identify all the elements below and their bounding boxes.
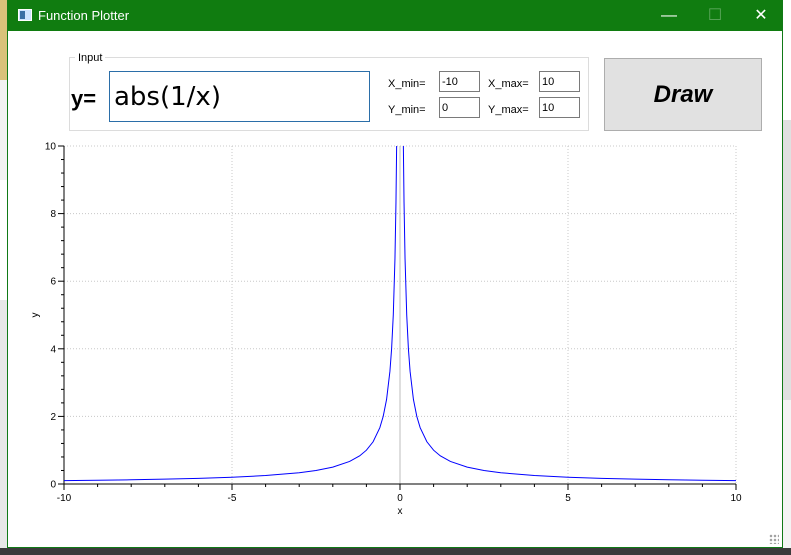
x-max-label: X_max= — [488, 78, 529, 90]
curve-branch-2 — [402, 145, 737, 482]
function-input[interactable] — [109, 71, 370, 122]
x-tick-label: -5 — [228, 493, 237, 504]
input-group-title: Input — [75, 52, 106, 64]
y-tick-label: 10 — [45, 142, 57, 153]
close-button[interactable]: ✕ — [754, 7, 768, 24]
y-tick-label: 4 — [50, 344, 56, 355]
x-tick-label: -10 — [57, 493, 72, 504]
x-min-input[interactable] — [439, 71, 480, 92]
x-tick-label: 5 — [565, 493, 571, 504]
app-window-icon — [18, 9, 32, 21]
taskbar-edge — [0, 548, 791, 555]
x-axis-label: x — [398, 506, 403, 517]
curve-branch-1 — [63, 145, 398, 482]
desktop-right-edge — [783, 0, 791, 555]
window-title: Function Plotter — [38, 8, 130, 23]
minimize-button[interactable]: — — [661, 7, 677, 24]
function-plotter-window: Function Plotter — ☐ ✕ Input y= X_min= X… — [7, 0, 783, 548]
y-tick-label: 0 — [50, 480, 56, 491]
maximize-button[interactable]: ☐ — [707, 7, 723, 24]
x-tick-label: 0 — [397, 493, 403, 504]
y-equals-label: y= — [71, 86, 97, 111]
x-max-input[interactable] — [539, 71, 580, 92]
input-groupbox — [69, 57, 589, 131]
title-bar[interactable]: Function Plotter — ☐ ✕ — [8, 0, 782, 31]
desktop-left-edge — [0, 0, 8, 555]
y-max-label: Y_max= — [488, 104, 529, 116]
y-max-input[interactable] — [539, 97, 580, 118]
y-tick-label: 2 — [50, 412, 56, 423]
y-tick-label: 6 — [50, 277, 56, 288]
x-tick-label: 10 — [730, 493, 742, 504]
resize-grip-icon[interactable] — [769, 534, 779, 544]
draw-button[interactable]: Draw — [604, 58, 762, 131]
x-min-label: X_min= — [388, 78, 426, 90]
plot-area: -10 -5 0 5 10 0 2 4 6 8 10 x y — [30, 142, 742, 518]
y-tick-label: 8 — [50, 209, 56, 220]
y-min-input[interactable] — [439, 97, 480, 118]
y-min-label: Y_min= — [388, 104, 426, 116]
y-axis-label: y — [30, 313, 41, 318]
